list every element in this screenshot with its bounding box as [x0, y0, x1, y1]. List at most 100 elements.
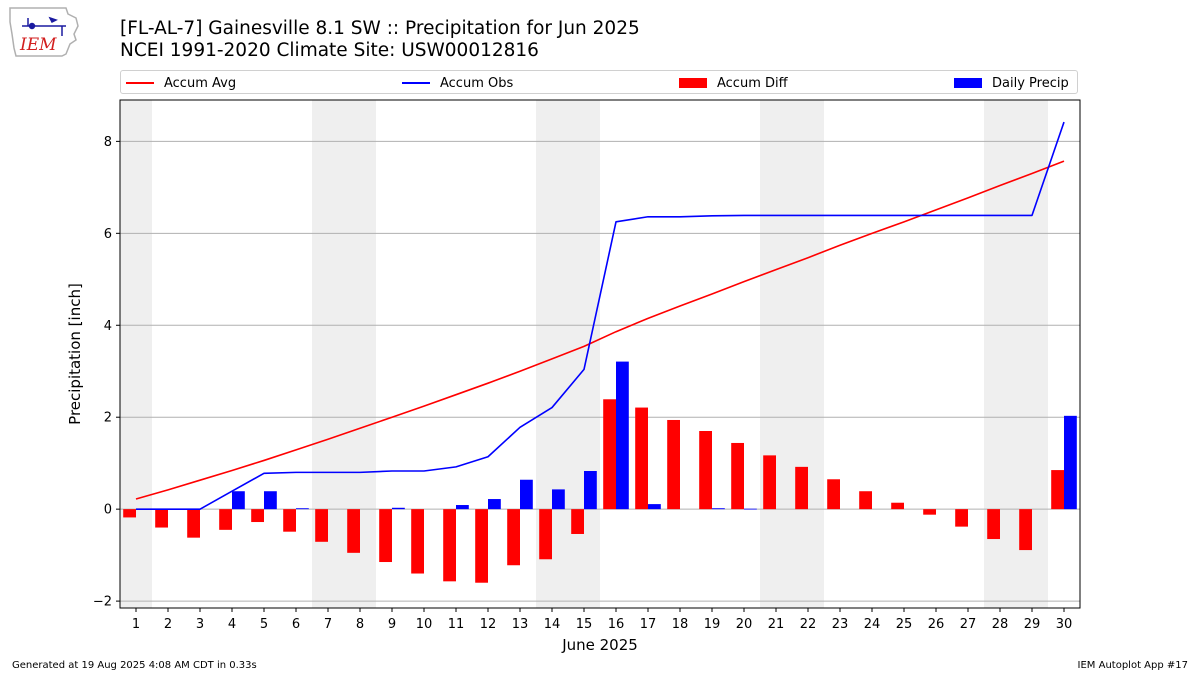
weather-station-icon: [22, 16, 66, 36]
bars: [123, 361, 1077, 583]
x-tick-label-15: 15: [576, 617, 593, 632]
accum-diff-bar-25: [891, 502, 904, 510]
iem-logo: IEM: [9, 7, 79, 57]
accum-diff-bar-5: [251, 509, 264, 523]
daily-precip-bar-13: [520, 479, 533, 510]
x-tick-label-29: 29: [1024, 617, 1041, 632]
accum-diff-bar-20: [731, 442, 744, 510]
accum-obs-line: [136, 121, 1065, 510]
legend-item-accum-diff: Accum Diff: [679, 74, 788, 92]
weekend-band-1: [120, 100, 152, 608]
daily-precip-bar-5: [264, 491, 277, 510]
accum-diff-bar-8: [347, 509, 360, 553]
accum-diff-bar-3: [187, 509, 200, 538]
y-tick-label-2: 2: [104, 411, 112, 426]
x-tick-label-3: 3: [196, 617, 204, 632]
accum-diff-bar-4: [219, 509, 232, 530]
x-tick-label-17: 17: [640, 617, 657, 632]
legend-item-daily-precip: Daily Precip: [954, 74, 1069, 92]
x-axis-label: June 2025: [561, 636, 638, 654]
plot-frame: [119, 99, 1081, 609]
accum-diff-bar-2: [155, 509, 168, 528]
series-lines: [135, 121, 1065, 510]
accum-diff-bar-21: [763, 455, 776, 510]
title-line-2: NCEI 1991-2020 Climate Site: USW00012816: [120, 40, 539, 61]
x-tick-label-26: 26: [928, 617, 945, 632]
daily-precip-bar-16: [616, 361, 629, 510]
accum-diff-bar-18: [667, 419, 680, 510]
gridlines: [120, 140, 1080, 602]
x-tick-label-5: 5: [260, 617, 268, 632]
y-tick-label-4: 4: [104, 319, 112, 334]
legend-swatch-daily-precip: [954, 78, 982, 88]
x-tick-label-4: 4: [228, 617, 236, 632]
accum-diff-bar-24: [859, 491, 872, 510]
chart-legend: Accum Avg Accum Obs Accum Diff Daily Pre…: [120, 70, 1078, 94]
x-tick-label-11: 11: [448, 617, 465, 632]
iowa-state-outline-icon: [9, 7, 79, 57]
daily-precip-bar-11: [456, 505, 469, 510]
accum-diff-bar-13: [507, 509, 520, 566]
accum-diff-bar-11: [443, 509, 456, 582]
x-tick-label-9: 9: [388, 617, 396, 632]
x-tick-label-20: 20: [736, 617, 753, 632]
accum-diff-bar-6: [283, 509, 296, 532]
legend-swatch-accum-obs: [402, 82, 430, 84]
accum-diff-bar-12: [475, 509, 488, 583]
x-tick-label-1: 1: [132, 617, 140, 632]
accum-diff-bar-30: [1051, 470, 1064, 510]
title-line-1: [FL-AL-7] Gainesville 8.1 SW :: Precipit…: [120, 18, 640, 39]
legend-label-accum-avg: Accum Avg: [164, 75, 237, 91]
y-tick-label-0: 0: [104, 503, 112, 518]
weekend-band-4: [760, 100, 824, 608]
legend-label-accum-diff: Accum Diff: [717, 75, 788, 91]
x-tick-label-8: 8: [356, 617, 364, 632]
x-tick-label-7: 7: [324, 617, 332, 632]
x-tick-label-12: 12: [480, 617, 497, 632]
x-tick-label-27: 27: [960, 617, 977, 632]
y-axis-label: Precipitation [inch]: [66, 283, 84, 425]
daily-precip-bar-17: [648, 504, 661, 510]
x-tick-label-18: 18: [672, 617, 689, 632]
legend-label-accum-obs: Accum Obs: [440, 75, 514, 91]
daily-precip-bar-19: [712, 508, 725, 510]
accum-diff-bar-26: [923, 509, 936, 515]
x-tick-label-30: 30: [1056, 617, 1073, 632]
accum-diff-bar-27: [955, 509, 968, 527]
daily-precip-bar-4: [232, 491, 245, 510]
accum-diff-bar-28: [987, 509, 1000, 540]
accum-diff-bar-23: [827, 479, 840, 510]
x-tick-label-25: 25: [896, 617, 913, 632]
accum-diff-bar-1: [123, 509, 136, 518]
y-tick-label-8: 8: [104, 135, 112, 150]
x-tick-label-23: 23: [832, 617, 849, 632]
accum-diff-bar-22: [795, 466, 808, 510]
accum-diff-bar-7: [315, 509, 328, 542]
x-tick-label-24: 24: [864, 617, 881, 632]
accum-diff-bar-19: [699, 431, 712, 510]
logo-text: IEM: [19, 35, 57, 55]
daily-precip-bar-15: [584, 471, 597, 510]
generated-timestamp: Generated at 19 Aug 2025 4:08 AM CDT in …: [12, 660, 257, 671]
daily-precip-bar-20: [744, 508, 757, 510]
x-tick-label-19: 19: [704, 617, 721, 632]
daily-precip-bar-12: [488, 499, 501, 510]
accum-diff-bar-9: [379, 509, 392, 563]
legend-item-accum-avg: Accum Avg: [126, 74, 236, 92]
chart-title: [FL-AL-7] Gainesville 8.1 SW :: Precipit…: [120, 18, 640, 62]
daily-precip-bar-9: [392, 507, 405, 510]
accum-diff-bar-16: [603, 399, 616, 510]
legend-swatch-accum-avg: [126, 82, 154, 84]
x-tick-label-21: 21: [768, 617, 785, 632]
accum-avg-line: [135, 160, 1065, 500]
x-tick-label-13: 13: [512, 617, 529, 632]
x-tick-label-28: 28: [992, 617, 1009, 632]
y-tick-label--2: −2: [93, 595, 112, 610]
app-label: IEM Autoplot App #17: [1077, 660, 1188, 671]
legend-item-accum-obs: Accum Obs: [402, 74, 513, 92]
accum-diff-bar-29: [1019, 509, 1032, 551]
x-tick-label-2: 2: [164, 617, 172, 632]
x-tick-label-22: 22: [800, 617, 817, 632]
legend-label-daily-precip: Daily Precip: [992, 75, 1069, 91]
